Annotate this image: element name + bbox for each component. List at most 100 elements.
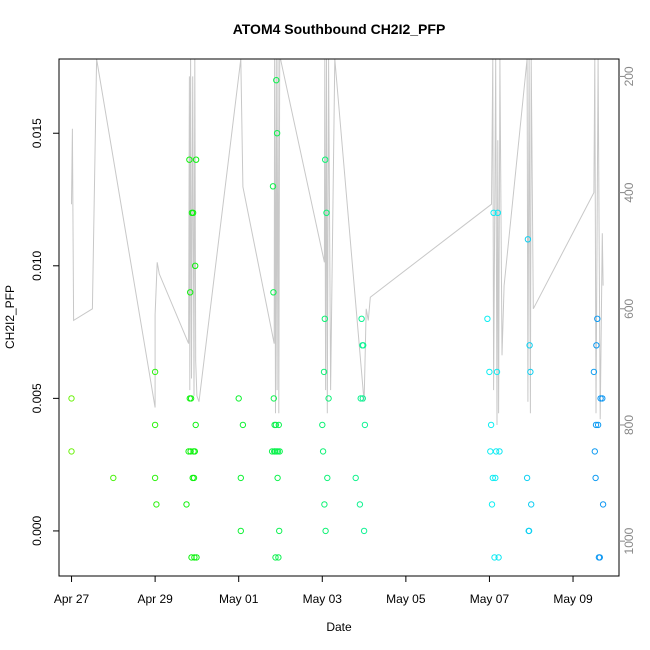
data-point xyxy=(275,554,282,561)
y-tick-label: 0.005 xyxy=(30,383,44,413)
data-point xyxy=(523,474,531,482)
data-point xyxy=(325,395,332,402)
data-point xyxy=(268,448,276,455)
data-point xyxy=(490,209,497,217)
data-point xyxy=(68,395,75,402)
data-point xyxy=(235,395,242,402)
data-point xyxy=(487,448,494,455)
data-point xyxy=(596,554,603,561)
x-axis: Apr 27 Apr 29 May 01 May 03 May 05 May 07 May … xyxy=(54,576,593,606)
data-point xyxy=(592,421,600,429)
data-point xyxy=(525,527,533,535)
data-point xyxy=(273,77,280,84)
data-point xyxy=(360,342,367,349)
data-point xyxy=(319,448,327,455)
data-point xyxy=(524,236,532,243)
x-tick-label: May 05 xyxy=(386,592,426,606)
right-y-tick-label: 200 xyxy=(622,66,636,86)
data-point xyxy=(591,448,598,455)
data-point xyxy=(191,554,198,561)
data-point xyxy=(352,474,359,482)
data-points-layer xyxy=(68,77,607,561)
data-point xyxy=(187,395,195,402)
data-point xyxy=(323,209,330,217)
data-point xyxy=(192,156,200,163)
y-axis: 0.000 0.005 0.010 0.015 xyxy=(30,118,59,546)
data-point xyxy=(192,421,199,429)
data-point xyxy=(186,156,193,163)
data-point xyxy=(590,368,598,376)
right-y-tick-label: 800 xyxy=(622,415,636,435)
right-y-tick-label: 600 xyxy=(622,298,636,318)
data-point xyxy=(492,448,500,455)
data-point xyxy=(187,448,194,455)
data-point xyxy=(183,501,190,508)
data-point xyxy=(489,474,496,482)
secondary-line-layer xyxy=(71,58,604,426)
data-point xyxy=(276,527,283,535)
x-axis-label: Date xyxy=(326,620,352,634)
x-tick-label: Apr 29 xyxy=(137,592,173,606)
data-point xyxy=(594,315,601,322)
data-point xyxy=(192,262,199,269)
data-point xyxy=(322,527,329,535)
data-point xyxy=(270,289,277,296)
data-point xyxy=(493,368,501,376)
data-point xyxy=(151,368,159,376)
data-point xyxy=(270,395,277,402)
data-point xyxy=(484,315,491,322)
data-point xyxy=(358,315,365,322)
x-tick-label: May 01 xyxy=(219,592,259,606)
data-point xyxy=(321,315,328,322)
data-point xyxy=(527,368,534,376)
data-point xyxy=(486,368,493,376)
data-point xyxy=(599,395,606,402)
data-point xyxy=(237,474,245,482)
data-point xyxy=(356,501,364,508)
y-tick-label: 0.010 xyxy=(30,250,44,280)
y-tick-label: 0.015 xyxy=(30,118,44,148)
data-point xyxy=(68,448,75,455)
secondary-series-line xyxy=(71,58,604,426)
data-point xyxy=(321,501,328,508)
data-point xyxy=(193,554,200,561)
data-point xyxy=(269,183,277,190)
data-point xyxy=(151,474,159,482)
data-point xyxy=(151,421,159,429)
data-point xyxy=(191,448,199,455)
data-point xyxy=(359,395,366,402)
data-point xyxy=(360,527,368,535)
data-point xyxy=(491,554,498,561)
data-point xyxy=(153,501,160,508)
data-point xyxy=(492,474,499,482)
data-point xyxy=(322,156,329,163)
data-point xyxy=(272,421,280,429)
data-point xyxy=(187,289,194,296)
data-point xyxy=(593,342,600,349)
chart-title: ATOM4 Southbound CH2I2_PFP xyxy=(233,21,446,37)
right-y-axis: 200 400 600 800 1000 xyxy=(619,66,636,554)
data-point xyxy=(495,554,502,561)
right-y-tick-label: 400 xyxy=(622,182,636,202)
right-y-tick-label: 1000 xyxy=(622,527,636,554)
data-point xyxy=(496,448,503,455)
data-point xyxy=(110,474,117,482)
data-point xyxy=(320,368,328,376)
data-point xyxy=(324,474,331,482)
data-point xyxy=(275,421,282,429)
data-point xyxy=(237,527,245,535)
data-point xyxy=(528,501,535,508)
data-point xyxy=(189,209,197,217)
data-point xyxy=(273,130,281,137)
x-tick-label: May 07 xyxy=(470,592,510,606)
data-point xyxy=(272,554,279,561)
data-point xyxy=(488,501,496,508)
data-point xyxy=(594,421,602,429)
data-point xyxy=(274,474,281,482)
data-point xyxy=(526,342,533,349)
data-point xyxy=(494,209,501,217)
data-point xyxy=(276,448,283,455)
x-tick-label: May 03 xyxy=(303,592,343,606)
data-point xyxy=(487,421,495,429)
y-tick-label: 0.000 xyxy=(30,516,44,546)
